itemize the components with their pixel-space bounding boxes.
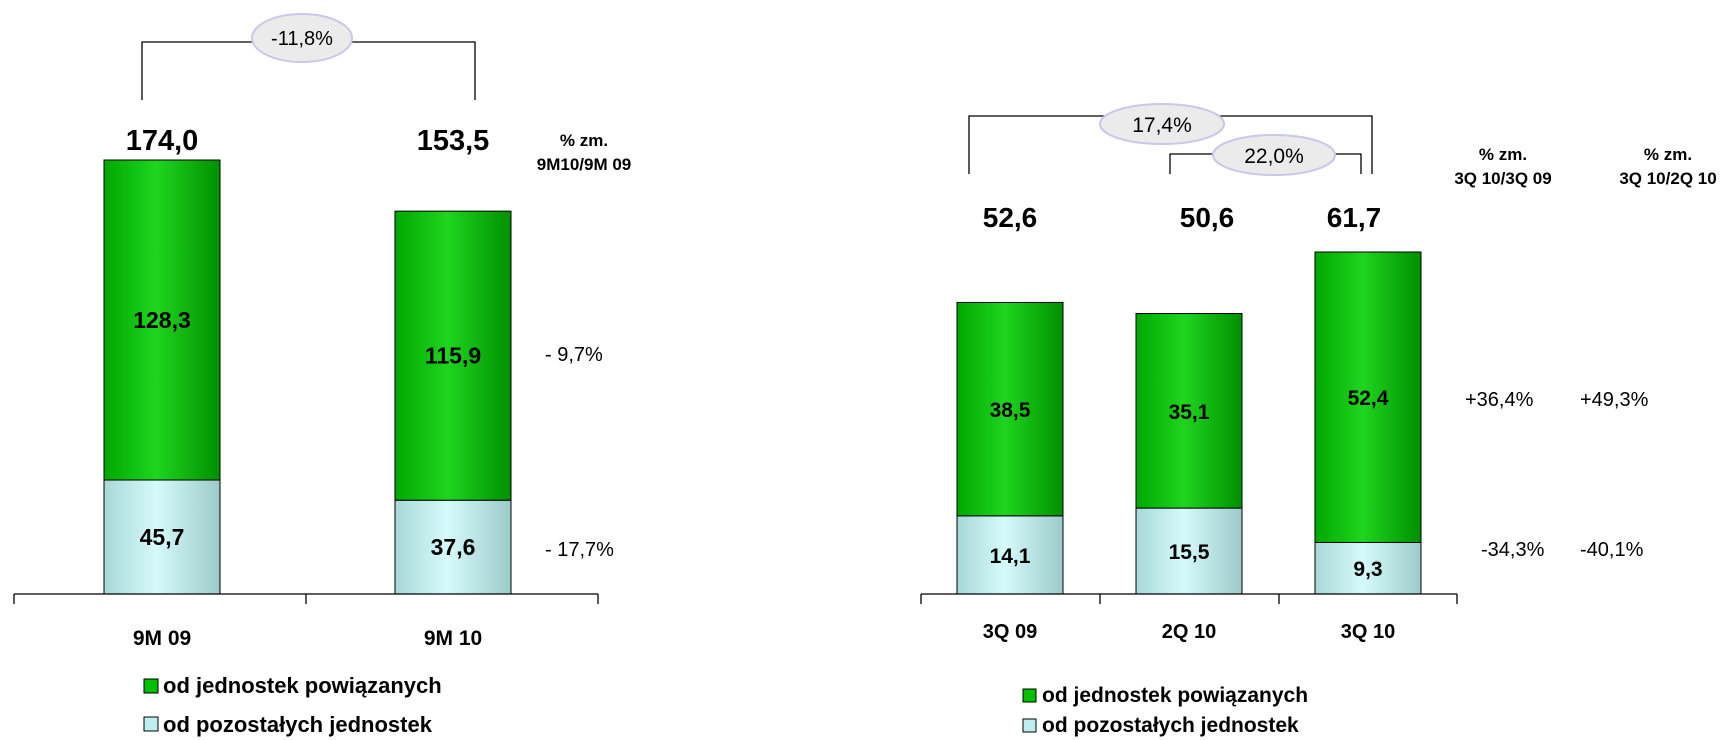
change-header-line1: % zm. (560, 131, 608, 150)
segment-value-label: 15,5 (1169, 541, 1210, 564)
legend-swatch-other (143, 716, 159, 732)
comparison-bubble: -11,8% (251, 13, 353, 63)
bar-total-label: 50,6 (1180, 202, 1235, 233)
x-tick-label: 9M 10 (424, 627, 482, 650)
legend: od jednostek powiązanych od pozostałych … (1022, 684, 1308, 737)
change-value-other: -34,3% (1481, 539, 1545, 561)
comparison-label: -11,8% (271, 28, 333, 50)
x-tick-label: 3Q 09 (983, 621, 1037, 643)
legend-swatch-other (1022, 718, 1037, 733)
bar-segment-related-3q09 (956, 301, 1064, 517)
legend: od jednostek powiązanych od pozostałych … (143, 673, 442, 737)
segment-value-label: 37,6 (431, 534, 476, 560)
change-value-related: +36,4% (1465, 389, 1534, 411)
change-header-line2: 3Q 10/3Q 09 (1454, 169, 1551, 188)
bar-total-label: 174,0 (126, 125, 199, 157)
comparison-label: 17,4% (1132, 114, 1192, 137)
comparison-label: 22,0% (1244, 145, 1304, 168)
change-header-line2: 9M10/9M 09 (537, 155, 632, 174)
bar-segment-related-9m09 (103, 159, 221, 481)
legend-label-other: od pozostałych jednostek (1042, 714, 1299, 737)
change-header-line2: 3Q 10/2Q 10 (1619, 169, 1716, 188)
bar-segment-related-3q10 (1314, 251, 1422, 543)
change-value-related: - 9,7% (545, 344, 603, 366)
bar-segment-other-2q10 (1135, 507, 1243, 595)
bar-segment-related-9m10 (394, 210, 512, 501)
segment-value-label: 9,3 (1353, 558, 1382, 581)
bar-segment-other-9m09 (103, 479, 221, 595)
segment-value-label: 45,7 (140, 524, 185, 550)
legend-label-related: od jednostek powiązanych (1042, 684, 1308, 707)
bar-segment-related-2q10 (1135, 313, 1243, 509)
change-value-other: - 17,7% (545, 539, 614, 561)
segment-value-label: 35,1 (1169, 401, 1210, 424)
change-value-other: -40,1% (1580, 539, 1644, 561)
segment-value-label: 38,5 (990, 399, 1031, 422)
bar-total-label: 52,6 (983, 202, 1038, 233)
x-tick-label: 9M 09 (133, 627, 191, 650)
comparison-bubble: 17,4% (1099, 103, 1225, 145)
bar-segment-other-9m10 (394, 499, 512, 595)
left-chart: -11,8% 174,0 153,5 % zm. 9M10/9M 09 128,… (13, 13, 632, 737)
bar-total-label: 153,5 (417, 125, 490, 157)
segment-value-label: 128,3 (133, 307, 191, 333)
right-chart: 17,4% 22,0% 52,6 50,6 61,7 % zm. 3Q 10/3… (920, 103, 1717, 737)
bar-total-label: 61,7 (1327, 202, 1382, 233)
change-header-line1: % zm. (1479, 145, 1527, 164)
legend-swatch-related (1022, 688, 1037, 703)
legend-label-other: od pozostałych jednostek (163, 712, 433, 737)
x-tick-label: 3Q 10 (1341, 621, 1395, 643)
comparison-bubble: 22,0% (1212, 134, 1336, 176)
segment-value-label: 52,4 (1348, 387, 1389, 410)
x-tick-label: 2Q 10 (1162, 621, 1216, 643)
legend-label-related: od jednostek powiązanych (163, 673, 442, 698)
change-value-related: +49,3% (1580, 389, 1649, 411)
legend-swatch-related (143, 678, 159, 694)
bar-segment-other-3q09 (956, 515, 1064, 595)
change-header-line1: % zm. (1644, 145, 1692, 164)
segment-value-label: 115,9 (425, 343, 481, 369)
segment-value-label: 14,1 (990, 545, 1031, 568)
bar-segment-other-3q10 (1314, 541, 1422, 595)
